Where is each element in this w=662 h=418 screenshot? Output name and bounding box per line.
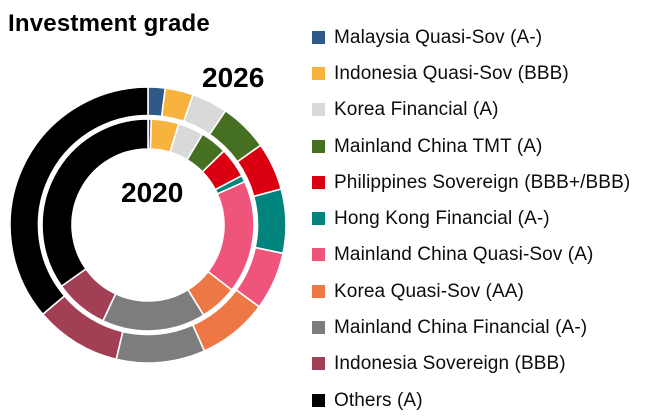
- legend-item: Philippines Sovereign (BBB+/BBB): [312, 164, 660, 200]
- legend-label: Philippines Sovereign (BBB+/BBB): [334, 171, 631, 193]
- legend-item: Others (A): [312, 382, 660, 418]
- legend-swatch-icon: [312, 357, 325, 371]
- donut-segment-2026-others-a: [9, 86, 149, 316]
- donut-chart: [9, 86, 287, 364]
- legend-label: Mainland China Financial (A-): [334, 317, 588, 339]
- legend-label: Malaysia Quasi-Sov (A-): [334, 26, 543, 48]
- legend-swatch-icon: [312, 321, 325, 335]
- legend-item: Mainland China Financial (A-): [312, 309, 660, 345]
- legend-swatch-icon: [312, 284, 325, 298]
- legend-label: Korea Quasi-Sov (AA): [334, 280, 524, 302]
- legend-item: Indonesia Quasi-Sov (BBB): [312, 55, 660, 91]
- legend-item: Korea Financial (A): [312, 92, 660, 128]
- legend-label: Hong Kong Financial (A-): [334, 208, 550, 230]
- legend-swatch-icon: [312, 30, 325, 44]
- legend-item: Hong Kong Financial (A-): [312, 200, 660, 236]
- legend-swatch-icon: [312, 103, 325, 117]
- legend-label: Indonesia Quasi-Sov (BBB): [334, 62, 569, 84]
- donut-segment-2020-others-a: [41, 118, 149, 288]
- donut-segment-2020-mainland-china-financial-a: [102, 288, 205, 332]
- legend-label: Mainland China TMT (A): [334, 135, 543, 157]
- chart-title: Investment grade: [8, 10, 210, 37]
- inner-ring-year-label: 2020: [121, 177, 184, 208]
- legend-item: Malaysia Quasi-Sov (A-): [312, 19, 660, 55]
- donut-segment-2026-hong-kong-financial-a: [252, 188, 287, 255]
- legend-label: Indonesia Sovereign (BBB): [334, 353, 566, 375]
- legend-item: Mainland China TMT (A): [312, 128, 660, 164]
- legend-item: Mainland China Quasi-Sov (A): [312, 237, 660, 273]
- legend-swatch-icon: [312, 212, 325, 226]
- legend-label: Mainland China Quasi-Sov (A): [334, 244, 594, 266]
- legend-swatch-icon: [312, 66, 325, 80]
- legend-item: Indonesia Sovereign (BBB): [312, 346, 660, 382]
- legend-item: Korea Quasi-Sov (AA): [312, 273, 660, 309]
- legend-label: Korea Financial (A): [334, 99, 499, 121]
- legend: Malaysia Quasi-Sov (A-) Indonesia Quasi-S…: [312, 19, 660, 418]
- legend-label: Others (A): [334, 389, 423, 411]
- outer-ring-year-label: 2026: [202, 62, 265, 93]
- legend-swatch-icon: [312, 139, 325, 153]
- legend-swatch-icon: [312, 248, 325, 262]
- legend-swatch-icon: [312, 393, 325, 407]
- legend-swatch-icon: [312, 175, 325, 189]
